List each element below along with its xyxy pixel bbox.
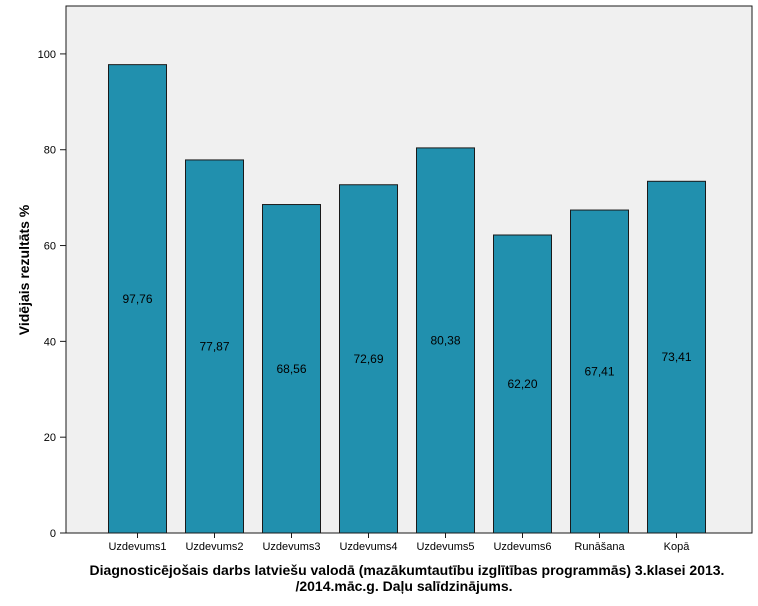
- bar-value-label: 72,69: [353, 352, 383, 366]
- bar-value-label: 67,41: [584, 365, 614, 379]
- y-axis: 0 20 40 60 80 100: [38, 49, 66, 540]
- bar-value-label: 77,87: [199, 339, 229, 353]
- bar: [108, 64, 167, 534]
- x-tick-label: Uzdevums3: [262, 541, 320, 553]
- y-tick-label: 80: [44, 145, 56, 157]
- bar: [647, 180, 706, 534]
- bar: [339, 184, 398, 534]
- y-tick-label: 100: [38, 49, 56, 61]
- x-tick-label: Kopā: [664, 541, 691, 553]
- bar-value-label: 62,20: [507, 377, 537, 391]
- bar: [493, 234, 552, 534]
- x-tick-label: Runāšana: [574, 541, 625, 553]
- y-tick-label: 20: [44, 432, 56, 444]
- plot-area: [65, 5, 753, 534]
- x-tick-label: Uzdevums4: [339, 541, 397, 553]
- x-axis-label-line-1: Diagnosticējošais darbs latviešu valodā …: [90, 562, 725, 578]
- bar-value-label: 73,41: [661, 350, 691, 364]
- x-tick-label: Uzdevums6: [493, 541, 551, 553]
- bar: [416, 147, 475, 534]
- bar-value-label: 68,56: [276, 362, 306, 376]
- x-tick-label: Uzdevums5: [416, 541, 474, 553]
- x-tick-label: Uzdevums2: [185, 541, 243, 553]
- bar: [262, 204, 321, 534]
- x-tick-label: Uzdevums1: [108, 541, 166, 553]
- y-axis-label: Vidējais rezultāts %: [16, 204, 32, 335]
- x-axis-label-line-2: /2014.māc.g. Daļu salīdzinājums.: [295, 578, 512, 594]
- bar-value-label: 97,76: [122, 292, 152, 306]
- y-tick-label: 60: [44, 241, 56, 253]
- x-axis: Uzdevums1 Uzdevums2 Uzdevums3 Uzdevums4 Uzde…: [108, 533, 690, 553]
- bar-value-label: 80,38: [430, 333, 460, 347]
- bar: [185, 159, 244, 534]
- y-tick-label: 40: [44, 336, 56, 348]
- bars: 97,76 77,87 68,56 72,69 80,38 62,20 67,41 73,41: [108, 64, 706, 534]
- y-tick-label: 0: [50, 528, 56, 540]
